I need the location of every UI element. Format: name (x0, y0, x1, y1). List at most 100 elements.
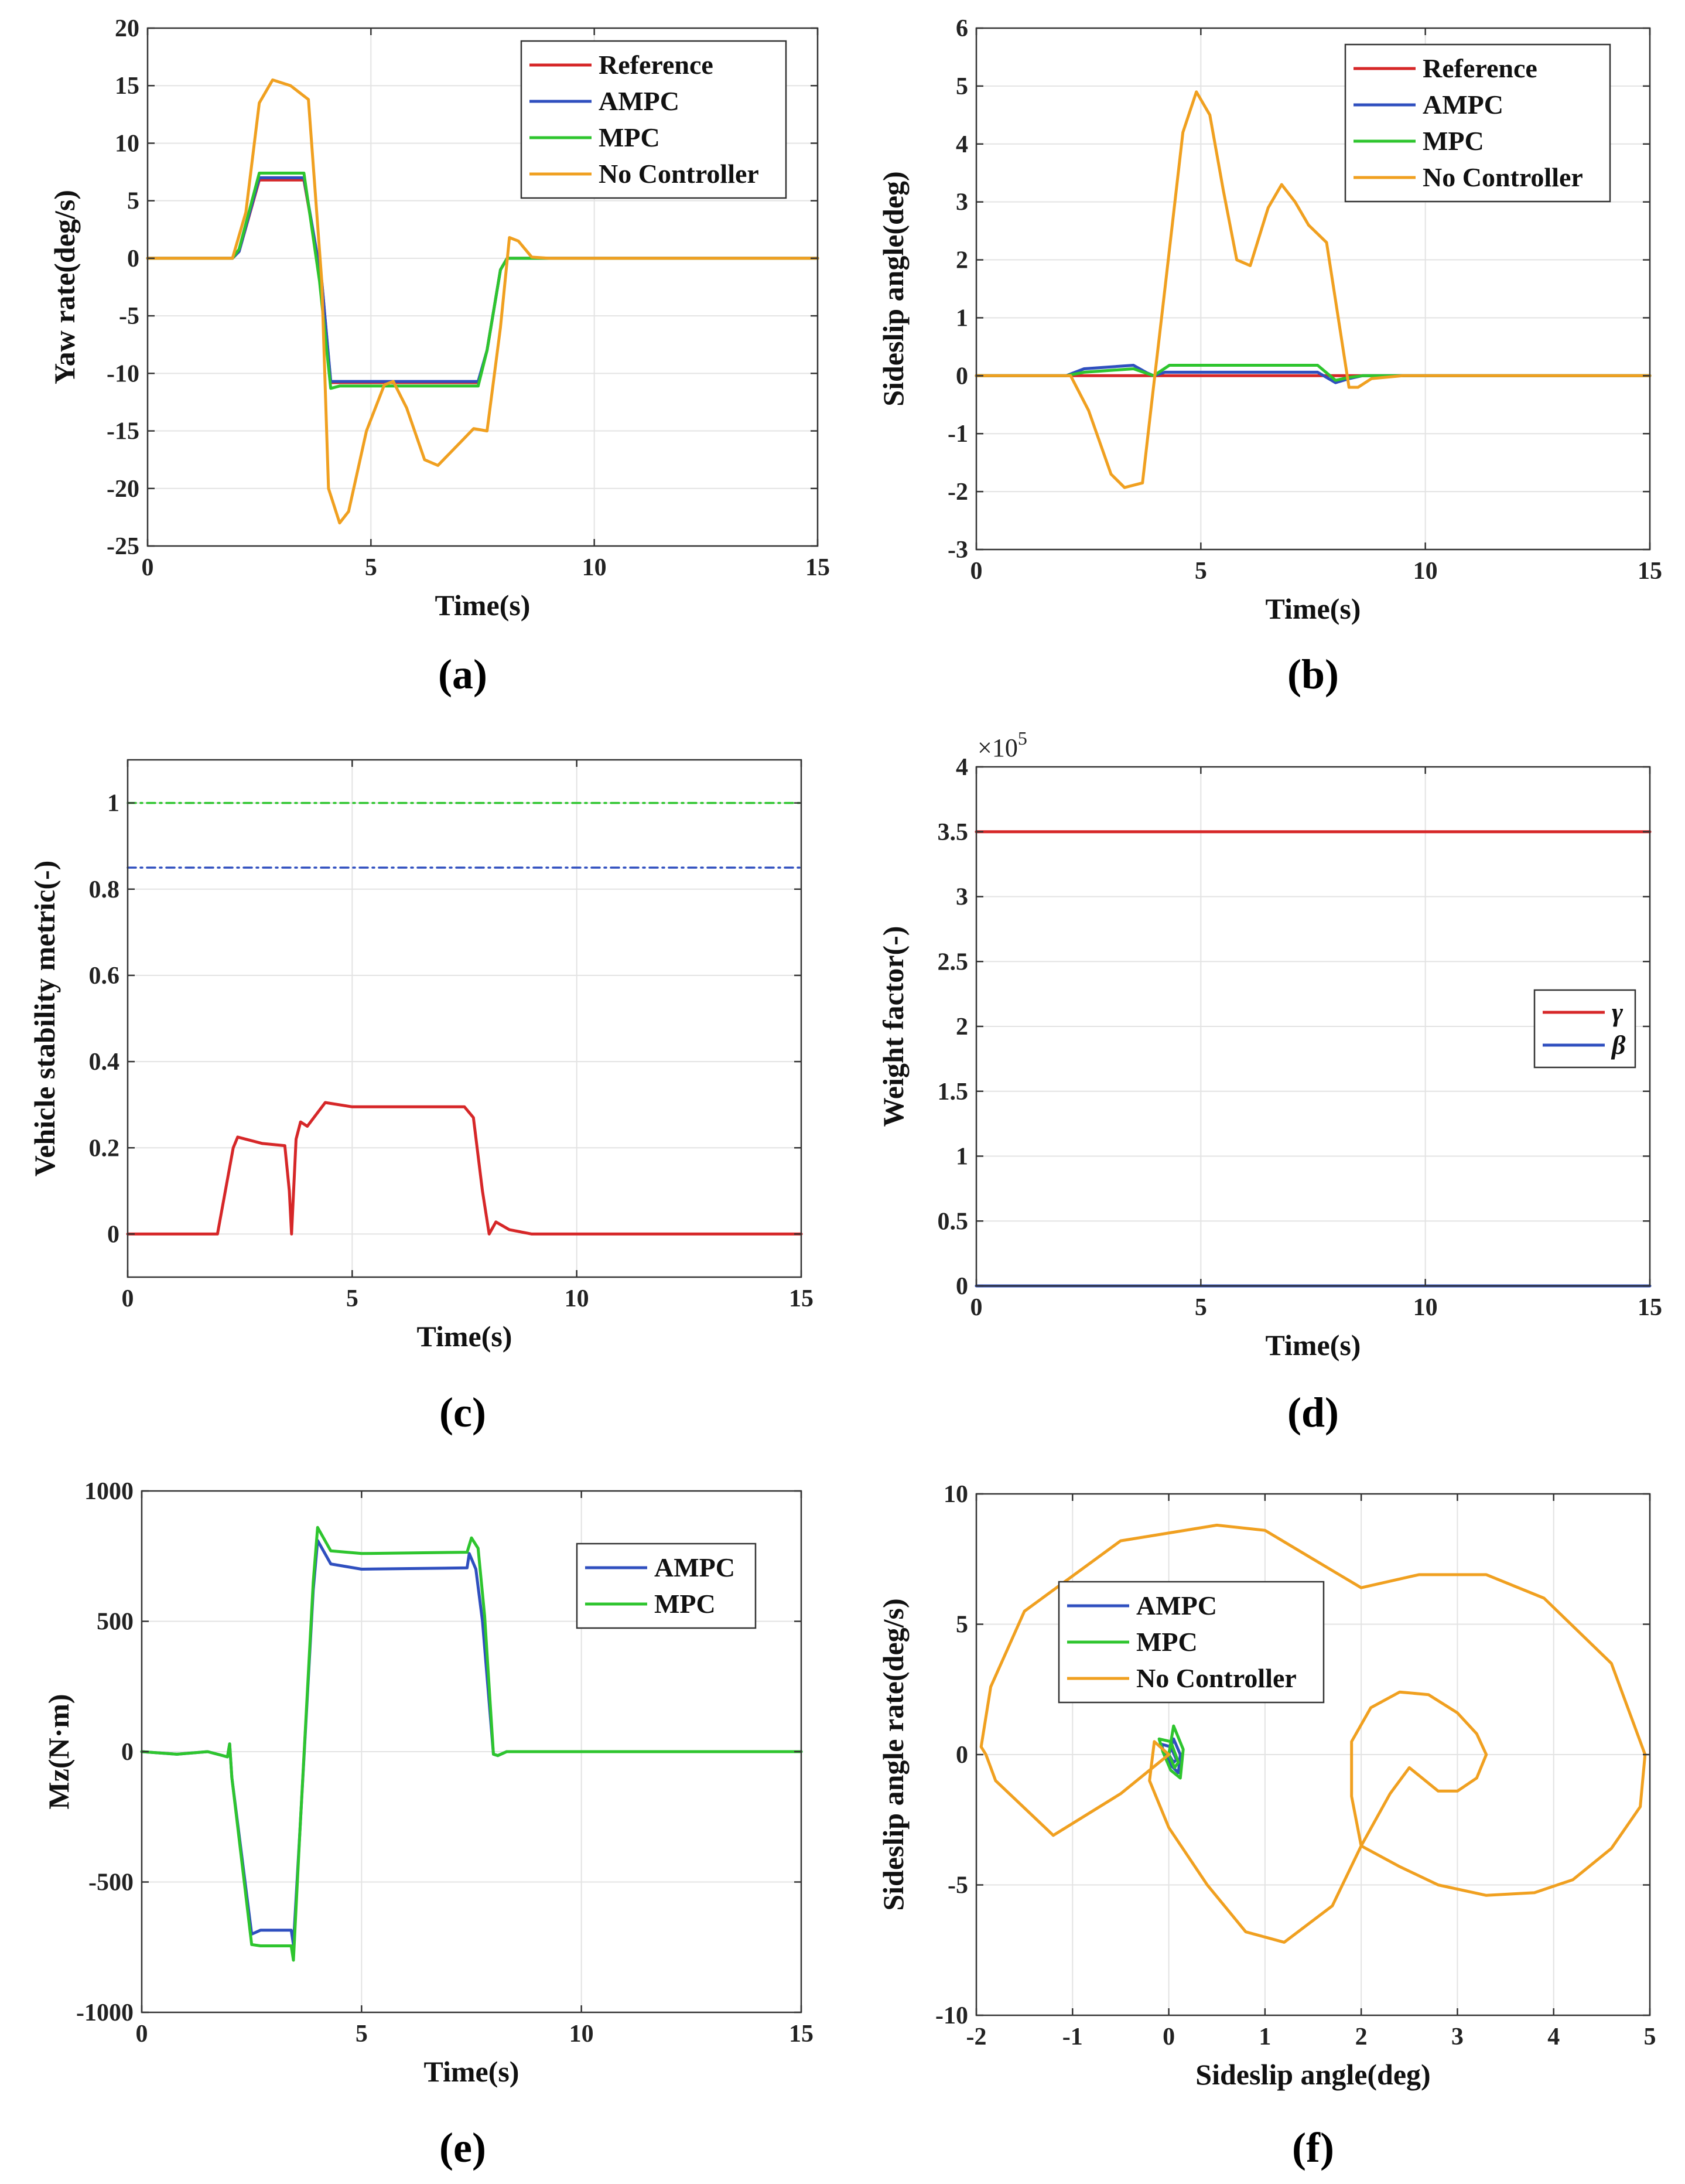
axes-box (975, 27, 1651, 551)
x-tick-label: 0 (970, 558, 983, 585)
legend-entry: No Controller (1423, 162, 1583, 192)
legend-entry: AMPC (1136, 1591, 1217, 1620)
y-tick-label: 0 (956, 1273, 968, 1300)
chart-panel-c: 0 5 10 15 0 0.2 0.4 0.6 0.8 1 Time(s) Vehicle stabi… (28, 759, 814, 1436)
panel-caption: (f) (1292, 2124, 1334, 2171)
y-axis-label: Mz(N·m) (42, 1694, 75, 1809)
y-tick-label: -5 (119, 303, 139, 330)
x-tick-label: 15 (805, 554, 830, 581)
y-tick-label: 1000 (84, 1478, 134, 1505)
y-axis-label: Sideslip angle(deg) (877, 171, 910, 406)
y-tick-label: 3 (956, 189, 968, 216)
y-tick-label: 1 (956, 1144, 968, 1171)
y-axis-label: Vehicle stability metric(-) (28, 861, 61, 1177)
x-tick-label: 0 (970, 1294, 983, 1321)
legend-entry: MPC (599, 122, 660, 152)
x-tick-label: 15 (789, 1285, 814, 1312)
y-tick-label: 0.4 (89, 1049, 120, 1076)
y-tick-label: 0 (956, 363, 968, 390)
y-tick-label: -1000 (76, 1999, 134, 2026)
x-tick-label: 5 (1195, 558, 1207, 585)
x-tick-label: -2 (966, 2023, 987, 2050)
x-tick-label: 5 (346, 1285, 358, 1312)
x-tick-label: 5 (1644, 2023, 1656, 2050)
series-line-mpc (975, 364, 1652, 382)
x-axis-label: Time(s) (424, 2055, 519, 2088)
plot-area (128, 760, 801, 1277)
legend-entry: Reference (1423, 53, 1537, 83)
x-tick-label: 10 (565, 1285, 589, 1312)
y-tick-label: 500 (97, 1609, 134, 1636)
panel-caption: (c) (439, 1389, 486, 1436)
legend-entry: AMPC (654, 1552, 735, 1582)
x-tick-label: 5 (365, 554, 377, 581)
legend: AMPC MPC (576, 1543, 757, 1629)
axes-box (146, 27, 819, 547)
y-tick-label: 5 (956, 1612, 968, 1639)
y-tick-label: 2 (956, 1013, 968, 1040)
x-tick-label: 1 (1259, 2023, 1271, 2050)
y-tick-label: -25 (107, 533, 139, 560)
panel-caption: (e) (439, 2124, 486, 2171)
legend: Reference AMPC MPC No Controller (520, 40, 787, 199)
y-tick-label: 10 (944, 1481, 968, 1508)
legend-entry: AMPC (599, 86, 679, 116)
legend: AMPC MPC No Controller (1058, 1581, 1325, 1704)
x-tick-label: 5 (356, 2021, 368, 2047)
x-axis-label: Time(s) (435, 589, 531, 622)
x-tick-label: 4 (1547, 2023, 1560, 2050)
y-exponent-power: 5 (1018, 728, 1027, 749)
axes-box (127, 759, 802, 1278)
y-tick-label: 3 (956, 884, 968, 911)
x-tick-label: 0 (142, 554, 154, 581)
x-tick-label: 15 (1638, 1294, 1662, 1321)
y-axis-label: Sideslip angle rate(deg/s) (877, 1598, 910, 1910)
y-tick-label: 0 (127, 245, 139, 272)
x-axis-label: Time(s) (1266, 592, 1361, 625)
y-tick-label: 10 (115, 130, 139, 157)
legend-entry: MPC (1423, 126, 1484, 156)
legend-entry: MPC (1136, 1627, 1198, 1657)
y-axis-label: Yaw rate(deg/s) (48, 190, 81, 384)
y-tick-label: -2 (948, 479, 968, 506)
y-tick-label: -10 (107, 360, 139, 387)
y-tick-label: 0.2 (89, 1135, 120, 1162)
y-tick-label: -5 (948, 1872, 968, 1899)
y-tick-label: 0.6 (89, 963, 120, 989)
x-axis-label: Sideslip angle(deg) (1195, 2058, 1430, 2091)
series-line-no-controller (975, 90, 1652, 489)
x-tick-label: 15 (789, 2021, 814, 2047)
legend-entry: Reference (599, 50, 713, 80)
y-tick-label: 20 (115, 15, 139, 42)
y-tick-label: 0 (107, 1221, 119, 1248)
y-tick-label: 3.5 (938, 819, 969, 846)
y-tick-label: 15 (115, 73, 139, 100)
panel-caption: (a) (438, 651, 487, 698)
y-tick-label: -500 (88, 1869, 134, 1896)
panel-caption: (d) (1287, 1389, 1339, 1436)
y-tick-label: -3 (948, 537, 968, 564)
y-exponent-label: ×105 (977, 728, 1027, 762)
x-axis-label: Time(s) (417, 1320, 512, 1353)
series-line-mpc (1157, 1724, 1185, 1780)
legend-entry: No Controller (1136, 1663, 1297, 1693)
y-tick-label: 0 (956, 1742, 968, 1769)
x-tick-label: 2 (1355, 2023, 1368, 2050)
y-tick-label: 6 (956, 15, 968, 42)
x-tick-label: 5 (1195, 1294, 1207, 1321)
y-tick-label: 4 (956, 754, 968, 781)
y-tick-label: 1 (956, 305, 968, 332)
x-tick-label: 15 (1638, 558, 1662, 585)
y-tick-label: -20 (107, 476, 139, 503)
series-line-stability-metric (126, 1101, 803, 1236)
series-line-no-controller (146, 78, 819, 525)
x-tick-label: 10 (569, 2021, 594, 2047)
chart-panel-b: 0 5 10 15 -3 -2 -1 0 1 2 3 4 5 6 Time(s) Sideslip angle… (877, 15, 1662, 698)
legend-box (1344, 43, 1611, 203)
x-tick-label: 10 (1413, 1294, 1438, 1321)
x-tick-label: 10 (1413, 558, 1438, 585)
y-tick-label: 5 (956, 73, 968, 100)
y-tick-label: 5 (127, 188, 139, 215)
legend-entry: γ (1612, 997, 1624, 1027)
